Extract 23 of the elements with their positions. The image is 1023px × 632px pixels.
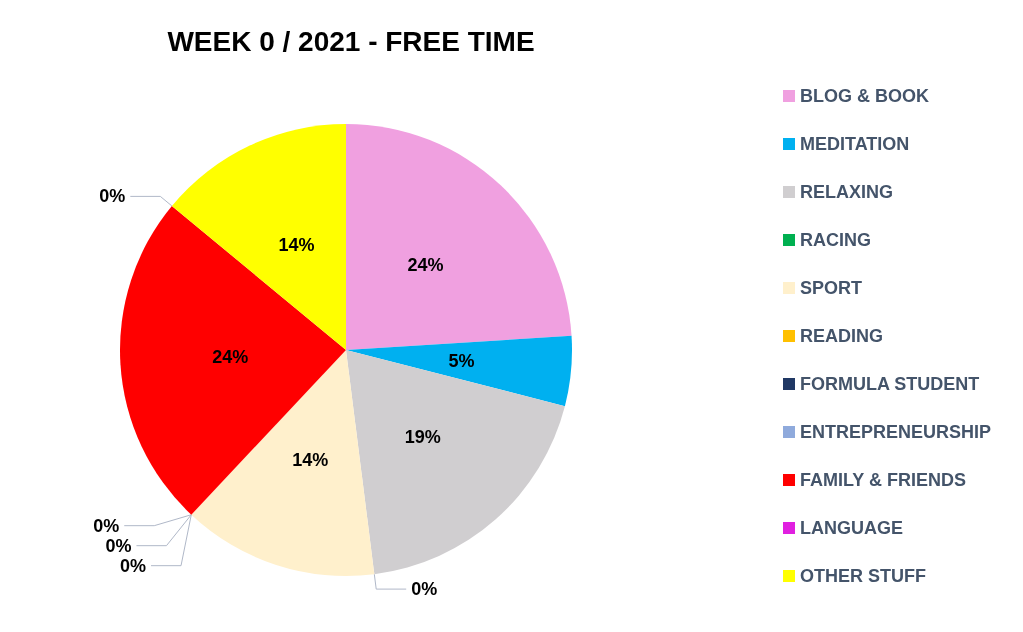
data-label: 14% — [278, 235, 315, 256]
data-label: 14% — [292, 450, 329, 471]
chart-title: WEEK 0 / 2021 - FREE TIME — [167, 25, 535, 57]
legend-label: RACING — [800, 230, 871, 250]
legend-label: RELAXING — [800, 182, 894, 202]
data-label: 24% — [212, 347, 249, 368]
legend-label: OTHER STUFF — [800, 566, 926, 586]
legend-label: FORMULA STUDENT — [800, 374, 980, 394]
legend-label: ENTREPRENEURSHIP — [800, 422, 992, 442]
data-label: 24% — [407, 255, 444, 276]
legend-label: MEDITATION — [800, 134, 910, 154]
text: 0% — [93, 515, 120, 536]
text: 0% — [120, 555, 147, 576]
legend-label: FAMILY & FRIENDS — [800, 470, 967, 490]
legend-label: SPORT — [800, 278, 863, 298]
legend-label: READING — [800, 326, 884, 346]
data-label: 19% — [404, 427, 441, 448]
legend-label: LANGUAGE — [800, 518, 903, 538]
legend-label: BLOG & BOOK — [800, 86, 929, 106]
text: 0% — [99, 186, 126, 207]
data-label: 5% — [448, 350, 475, 371]
text: 0% — [105, 535, 132, 556]
text: 0% — [411, 579, 438, 600]
